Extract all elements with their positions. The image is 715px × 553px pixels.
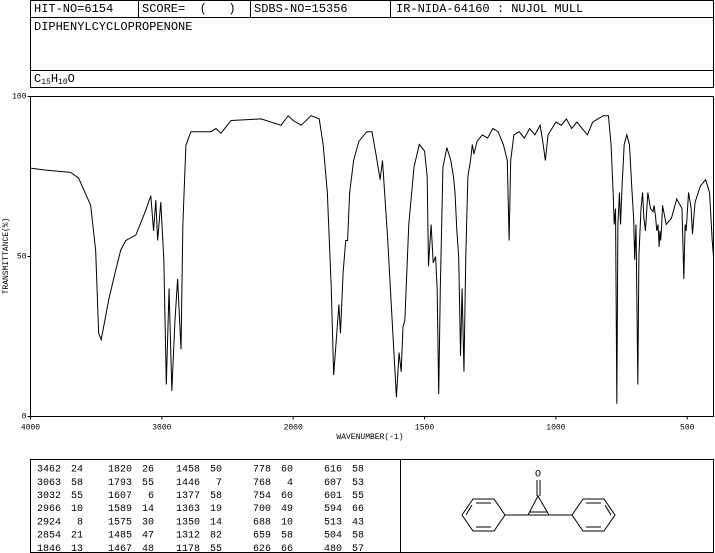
atom-label: O: [535, 470, 541, 481]
peak-transmittance: 58: [352, 531, 364, 542]
spectrum-line: [30, 114, 714, 404]
peak-wavenumber: 1350: [176, 517, 200, 528]
formula-part: H: [51, 72, 58, 86]
peak-transmittance: 58: [281, 531, 293, 542]
peak-transmittance: 14: [142, 504, 154, 515]
peak-transmittance: 49: [281, 504, 293, 515]
y-tick-label: 0: [22, 413, 27, 422]
hit-no: HIT-NO=6154: [34, 2, 113, 16]
peak-transmittance: 50: [210, 465, 222, 476]
formula-part: O: [68, 72, 75, 86]
peak-wavenumber: 1446: [176, 478, 200, 489]
peak-wavenumber: 3032: [37, 491, 61, 502]
peak-wavenumber: 1846: [37, 544, 61, 553]
peak-wavenumber: 1793: [108, 478, 132, 489]
peak-transmittance: 10: [281, 517, 293, 528]
y-tick-label: 50: [17, 253, 27, 262]
peak-transmittance: 58: [71, 478, 83, 489]
peak-wavenumber: 601: [324, 491, 342, 502]
peak-transmittance: 55: [71, 491, 83, 502]
peak-transmittance: 48: [142, 544, 154, 553]
peak-wavenumber: 1312: [176, 531, 200, 542]
peak-wavenumber: 1377: [176, 491, 200, 502]
peak-transmittance: 21: [71, 531, 83, 542]
peak-transmittance: 13: [71, 544, 83, 553]
peak-wavenumber: 2924: [37, 517, 61, 528]
peak-wavenumber: 778: [253, 465, 271, 476]
peak-wavenumber: 1178: [176, 544, 200, 553]
peak-wavenumber: 1607: [108, 491, 132, 502]
x-tick-label: 500: [680, 424, 695, 433]
peak-wavenumber: 513: [324, 517, 342, 528]
peak-wavenumber: 3462: [37, 465, 61, 476]
peak-wavenumber: 1363: [176, 504, 200, 515]
peak-wavenumber: 480: [324, 544, 342, 553]
peak-transmittance: 30: [142, 517, 154, 528]
peak-transmittance: 55: [352, 491, 364, 502]
peak-wavenumber: 659: [253, 531, 271, 542]
peak-transmittance: 47: [142, 531, 154, 542]
peak-transmittance: 82: [210, 531, 222, 542]
formula-part: 15: [41, 78, 51, 87]
peak-wavenumber: 754: [253, 491, 271, 502]
peak-wavenumber: 1467: [108, 544, 132, 553]
peak-transmittance: 8: [77, 517, 83, 528]
peak-wavenumber: 616: [324, 465, 342, 476]
peak-wavenumber: 626: [253, 544, 271, 553]
x-tick-label: 1500: [415, 424, 434, 433]
peak-wavenumber: 1820: [108, 465, 132, 476]
method: IR-NIDA-64160 : NUJOL MULL: [396, 2, 583, 16]
score: SCORE= ( ): [142, 2, 236, 16]
peak-transmittance: 10: [71, 504, 83, 515]
formula-box: [30, 70, 714, 88]
peak-transmittance: 4: [287, 478, 293, 489]
x-axis-label: WAVENUMBER(-1): [336, 433, 403, 442]
peak-transmittance: 43: [352, 517, 364, 528]
peak-transmittance: 7: [216, 478, 222, 489]
peak-wavenumber: 768: [253, 478, 271, 489]
peak-wavenumber: 504: [324, 531, 342, 542]
peak-transmittance: 57: [352, 544, 364, 553]
structure-box: [400, 459, 714, 553]
x-tick-label: 1000: [546, 424, 565, 433]
peak-wavenumber: 688: [253, 517, 271, 528]
peak-transmittance: 53: [352, 478, 364, 489]
peak-wavenumber: 594: [324, 504, 342, 515]
peak-transmittance: 66: [352, 504, 364, 515]
peak-transmittance: 55: [210, 544, 222, 553]
x-tick-label: 2000: [284, 424, 303, 433]
peak-wavenumber: 3063: [37, 478, 61, 489]
peak-wavenumber: 700: [253, 504, 271, 515]
peak-transmittance: 19: [210, 504, 222, 515]
peak-wavenumber: 1575: [108, 517, 132, 528]
peak-wavenumber: 2966: [37, 504, 61, 515]
y-tick-label: 100: [12, 93, 27, 102]
formula-part: C: [34, 72, 41, 86]
peak-transmittance: 60: [281, 465, 293, 476]
peak-wavenumber: 2854: [37, 531, 61, 542]
x-tick-label: 4000: [21, 424, 40, 433]
compound-name: DIPHENYLCYCLOPROPENONE: [34, 20, 192, 34]
y-axis-label: TRANSMITTANCE(%): [2, 218, 11, 295]
header-box: [30, 0, 714, 18]
peak-transmittance: 6: [148, 491, 154, 502]
peak-transmittance: 60: [281, 491, 293, 502]
peak-transmittance: 26: [142, 465, 154, 476]
peak-transmittance: 24: [71, 465, 83, 476]
peak-transmittance: 58: [210, 491, 222, 502]
peak-wavenumber: 1485: [108, 531, 132, 542]
formula-part: 10: [58, 78, 68, 87]
peak-transmittance: 66: [281, 544, 293, 553]
x-tick-label: 3000: [152, 424, 171, 433]
structure-drawing: [461, 480, 616, 532]
formula: C15H10O: [34, 72, 75, 87]
peak-transmittance: 55: [142, 478, 154, 489]
peak-wavenumber: 1589: [108, 504, 132, 515]
peak-wavenumber: 1458: [176, 465, 200, 476]
peak-wavenumber: 607: [324, 478, 342, 489]
sdbs-no: SDBS-NO=15356: [254, 2, 348, 16]
peak-transmittance: 14: [210, 517, 222, 528]
peak-transmittance: 58: [352, 465, 364, 476]
